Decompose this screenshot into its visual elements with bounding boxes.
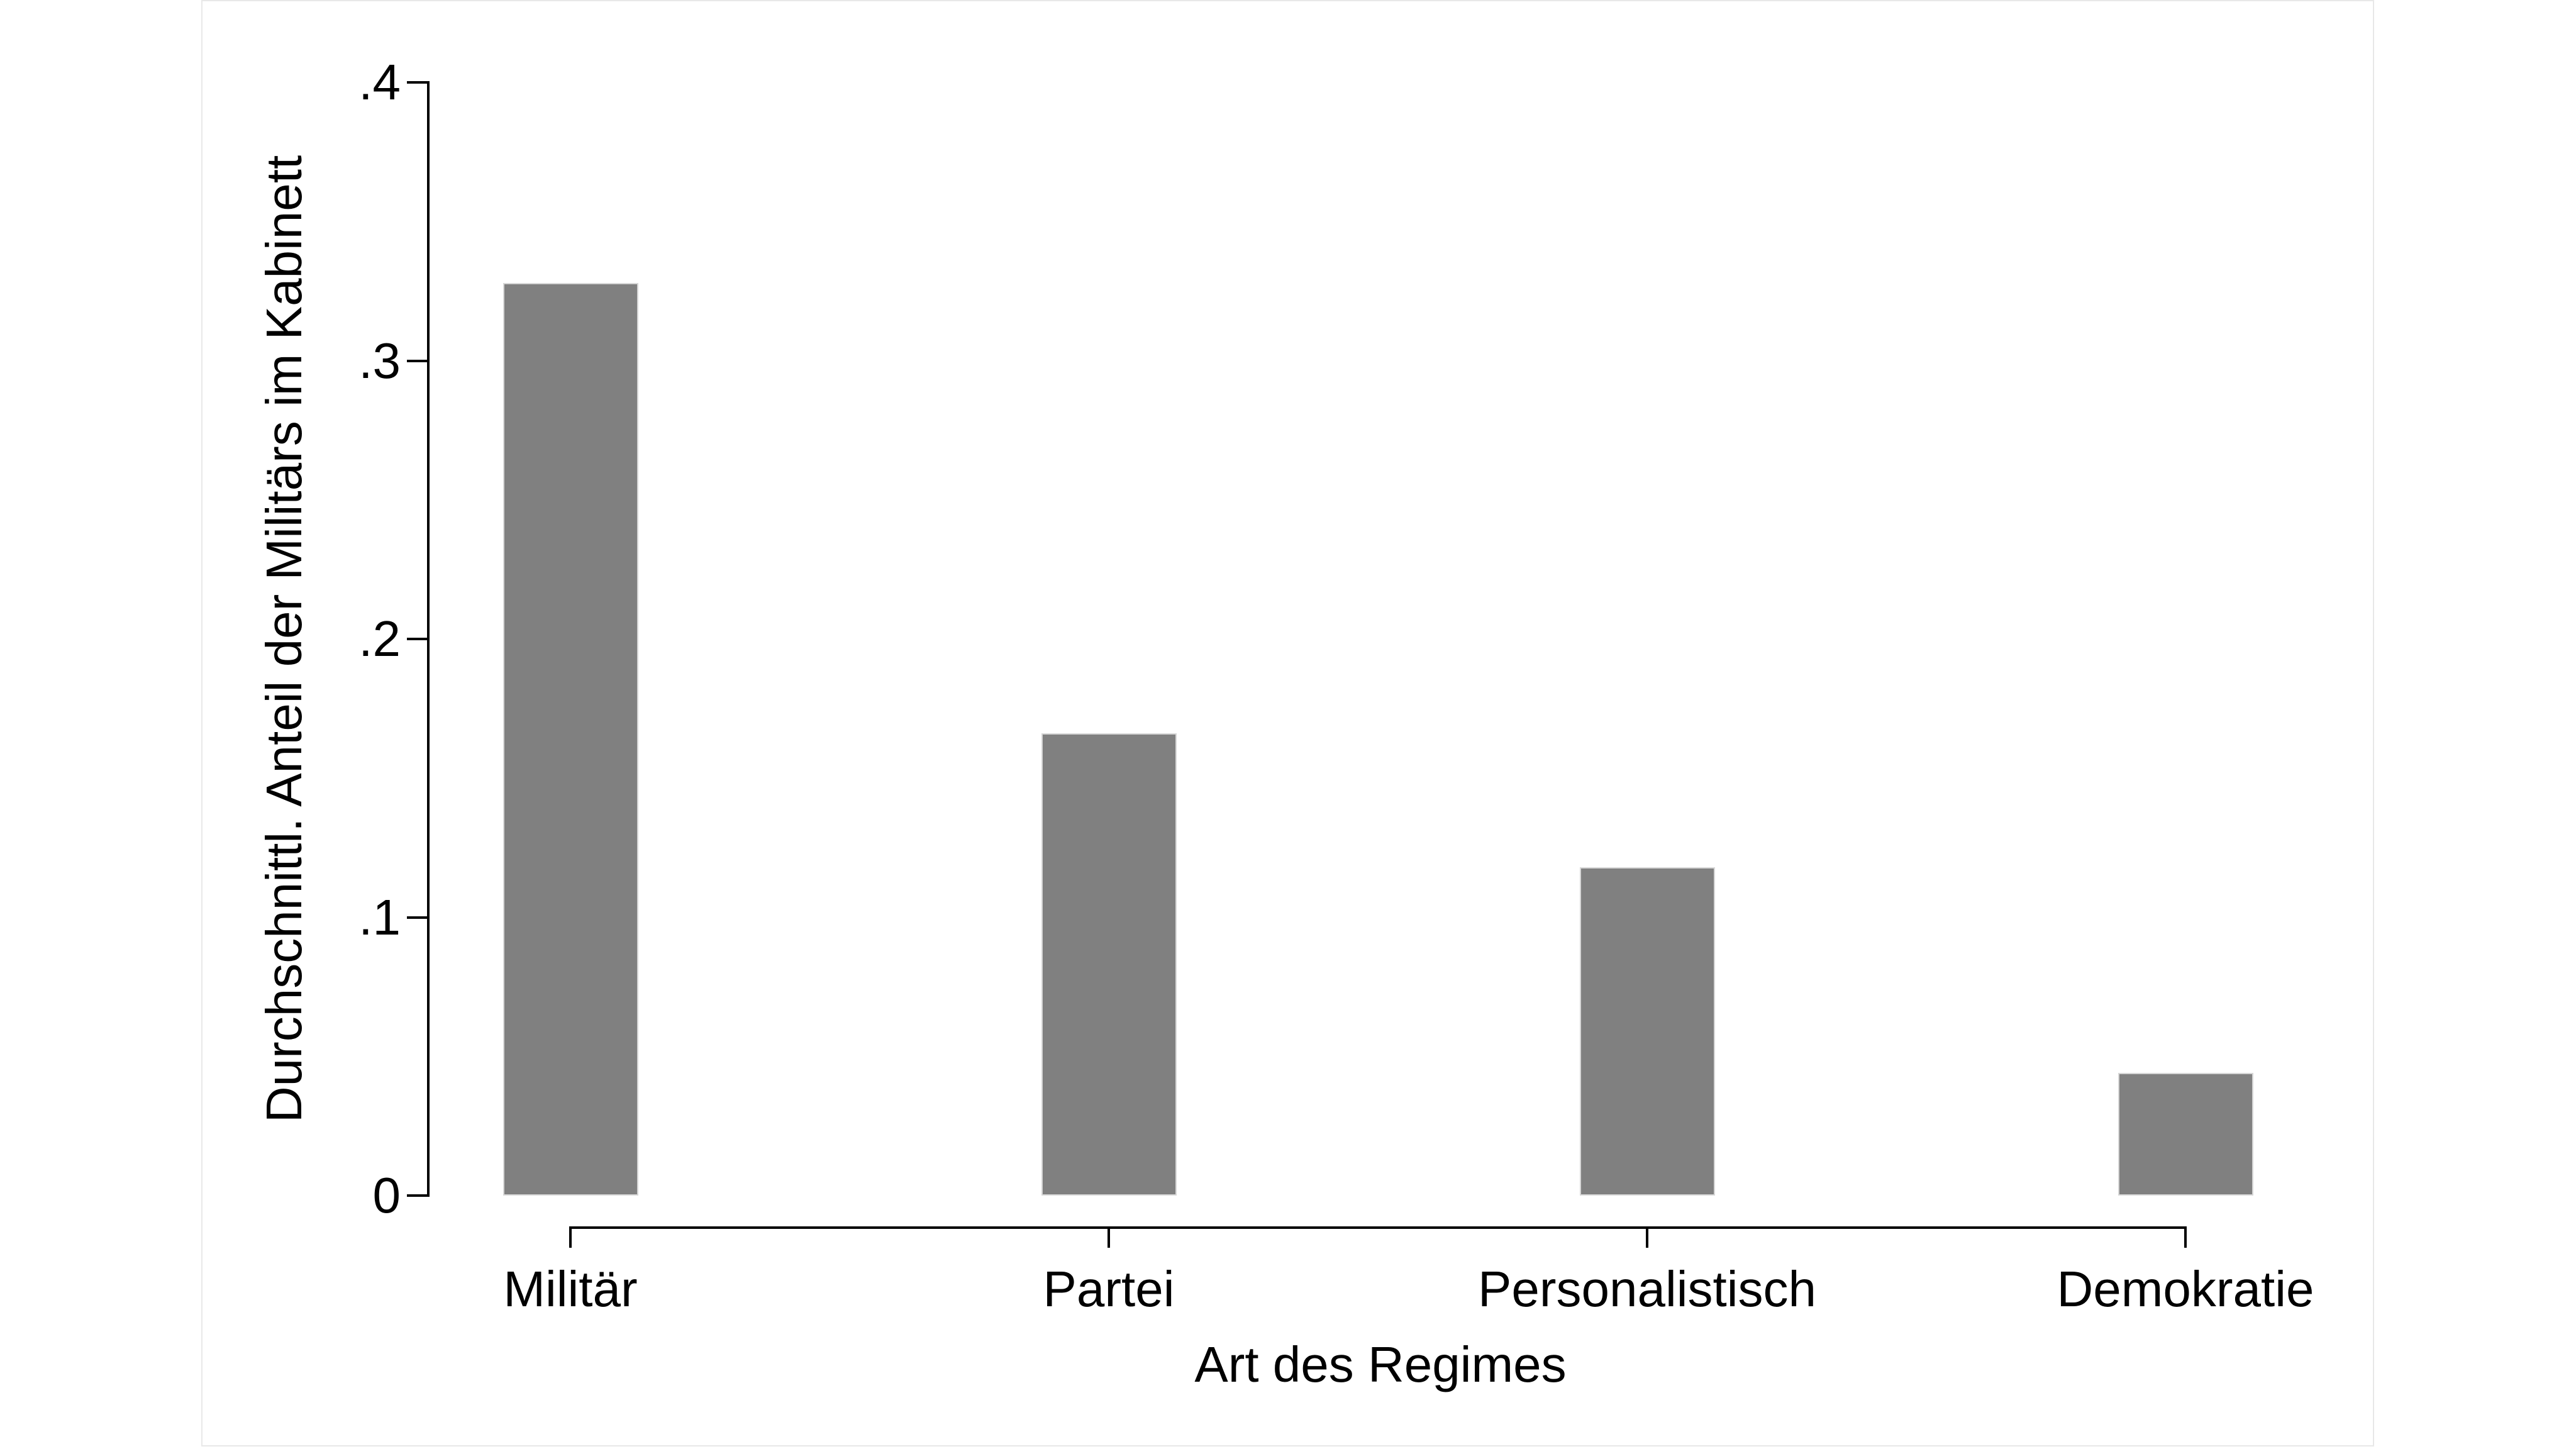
x-axis-title: Art des Regimes [1194, 1336, 1567, 1392]
figure-region-border [201, 0, 2374, 1446]
y-axis-line [427, 81, 430, 1197]
y-tick-label: .2 [358, 611, 401, 667]
x-tick [1646, 1228, 1648, 1248]
bar [1579, 867, 1715, 1196]
x-category-label: Personalistisch [1477, 1261, 1816, 1317]
bar [1041, 733, 1177, 1196]
y-tick-label: .4 [358, 54, 401, 110]
y-tick [407, 359, 427, 362]
x-tick [2184, 1228, 2187, 1248]
bar [502, 282, 638, 1196]
x-tick [1108, 1228, 1110, 1248]
x-tick [569, 1228, 572, 1248]
y-tick [407, 638, 427, 640]
y-tick [407, 81, 427, 84]
x-category-label: Demokratie [2057, 1261, 2314, 1317]
x-axis-line [569, 1226, 2187, 1229]
y-tick-label: 0 [372, 1167, 401, 1223]
y-tick [407, 916, 427, 919]
y-tick-label: .1 [358, 889, 401, 945]
y-tick [407, 1194, 427, 1197]
x-category-label: Partei [1043, 1261, 1175, 1317]
x-category-label: Militär [503, 1261, 638, 1317]
y-axis-title: Durchschnittl. Anteil der Militärs im Ka… [256, 155, 312, 1123]
y-tick-label: .3 [358, 332, 401, 389]
bar [2118, 1073, 2253, 1196]
